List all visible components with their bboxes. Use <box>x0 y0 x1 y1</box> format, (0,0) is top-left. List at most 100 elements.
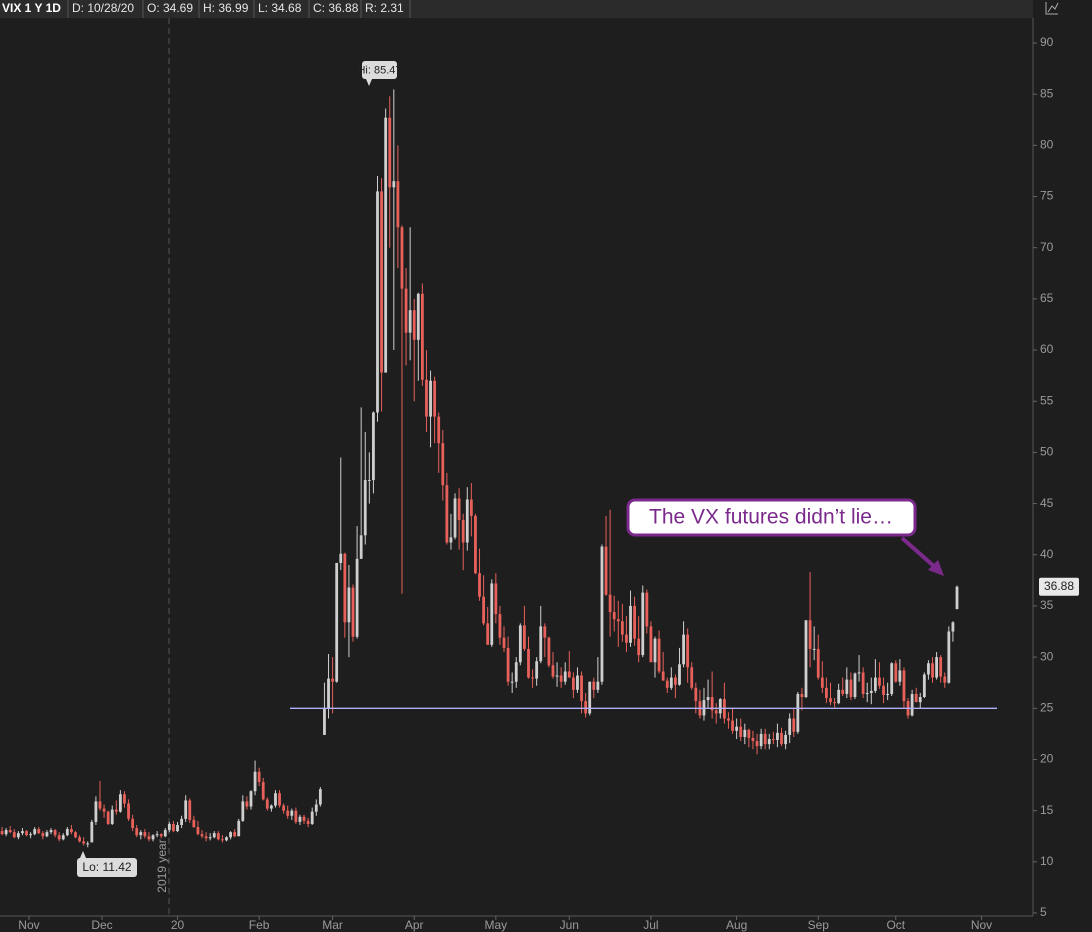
candle-body <box>61 835 65 840</box>
candle-body <box>453 498 457 538</box>
candle-body <box>637 638 641 656</box>
low-label-box <box>77 858 137 877</box>
candle-body <box>661 671 665 681</box>
candle-body <box>74 832 77 838</box>
candle-body <box>412 310 416 340</box>
candle-body <box>282 805 286 811</box>
candle-body <box>486 623 490 645</box>
candle-body <box>898 670 902 682</box>
candle-body <box>82 841 86 844</box>
candle-body <box>547 637 551 666</box>
y-tick-label: 85 <box>1040 86 1054 100</box>
candle-body <box>600 546 604 682</box>
candle-body <box>94 801 98 822</box>
candle-body <box>4 830 8 835</box>
x-tick-label: Apr <box>405 918 424 932</box>
candle-body <box>184 800 188 819</box>
candle-body <box>425 379 428 417</box>
candle-body <box>625 634 628 643</box>
candle-body <box>229 832 232 838</box>
x-tick-label: Oct <box>886 918 905 932</box>
candle-body <box>188 800 192 820</box>
candle-body <box>355 558 359 637</box>
candle-body <box>714 710 718 714</box>
y-tick-label: 70 <box>1040 240 1054 254</box>
candle-body <box>216 833 220 840</box>
candle-body <box>771 739 775 741</box>
header-range: R: 2.31 <box>365 1 404 15</box>
last-price-label: 36.88 <box>1044 579 1074 593</box>
candle-body <box>792 718 796 732</box>
candle-body <box>12 832 16 838</box>
candle-body <box>551 665 555 677</box>
candle-body <box>261 781 265 800</box>
candle-body <box>759 733 763 747</box>
candle-body <box>739 726 743 737</box>
candle-body <box>237 820 241 837</box>
candle-body <box>314 804 318 812</box>
candle-body <box>853 673 857 698</box>
candle-body <box>478 573 481 597</box>
candle-body <box>710 697 714 711</box>
candle-body <box>208 837 212 839</box>
candle-body <box>41 833 45 837</box>
candle-body <box>212 833 216 838</box>
x-tick-label: Feb <box>249 918 270 932</box>
candle-body <box>37 829 41 834</box>
candle-body <box>302 816 306 821</box>
header-date: D: 10/28/20 <box>72 1 134 15</box>
y-tick-label: 5 <box>1040 905 1047 919</box>
candle-body <box>404 288 408 333</box>
candle-body <box>514 662 518 682</box>
candle-body <box>245 801 249 807</box>
candle-body <box>151 835 155 840</box>
candle-body <box>894 663 898 682</box>
candle-body <box>269 805 273 809</box>
candle-body <box>392 181 396 188</box>
candle-body <box>943 676 947 683</box>
candle-body <box>820 677 824 688</box>
candle-body <box>539 626 543 662</box>
candle-body <box>678 664 681 685</box>
style-icon[interactable] <box>1045 2 1059 15</box>
candle-body <box>812 648 816 650</box>
candle-body <box>176 824 179 832</box>
candle-body <box>359 535 363 559</box>
candle-body <box>755 741 759 747</box>
y-tick-label: 20 <box>1040 752 1054 766</box>
candle-body <box>706 697 710 701</box>
candle-body <box>914 693 918 703</box>
candle-body <box>469 499 473 516</box>
candle-body <box>204 836 208 839</box>
x-tick-label: Nov <box>18 918 39 932</box>
x-tick-label: Nov <box>971 918 992 932</box>
candle-body <box>53 830 57 836</box>
x-tick-label: 20 <box>171 918 185 932</box>
candle-body <box>580 675 583 702</box>
x-tick-label: Dec <box>91 918 112 932</box>
header-high: H: 36.99 <box>203 1 249 15</box>
divider-label: 2019 year <box>155 839 169 892</box>
x-tick-label: Jun <box>560 918 579 932</box>
annotation-arrowhead <box>928 560 944 576</box>
candle-body <box>192 819 196 828</box>
candle-body <box>882 685 885 695</box>
annotation-text: The VX futures didn’t lie… <box>649 506 893 529</box>
candle-body <box>233 832 237 837</box>
candle-body <box>241 801 245 821</box>
header-open: O: 34.69 <box>147 1 193 15</box>
candle-body <box>33 829 37 835</box>
candle-body <box>763 733 767 745</box>
candle-body <box>123 794 126 804</box>
candle-body <box>408 310 412 333</box>
header-close: C: 36.88 <box>313 1 359 15</box>
candle-body <box>873 677 877 691</box>
y-tick-label: 25 <box>1040 700 1054 714</box>
candle-body <box>323 708 326 735</box>
candle-body <box>396 181 400 228</box>
candle-body <box>139 832 143 836</box>
candle-body <box>102 808 106 812</box>
candle-body <box>604 546 608 595</box>
candle-body <box>416 293 420 340</box>
